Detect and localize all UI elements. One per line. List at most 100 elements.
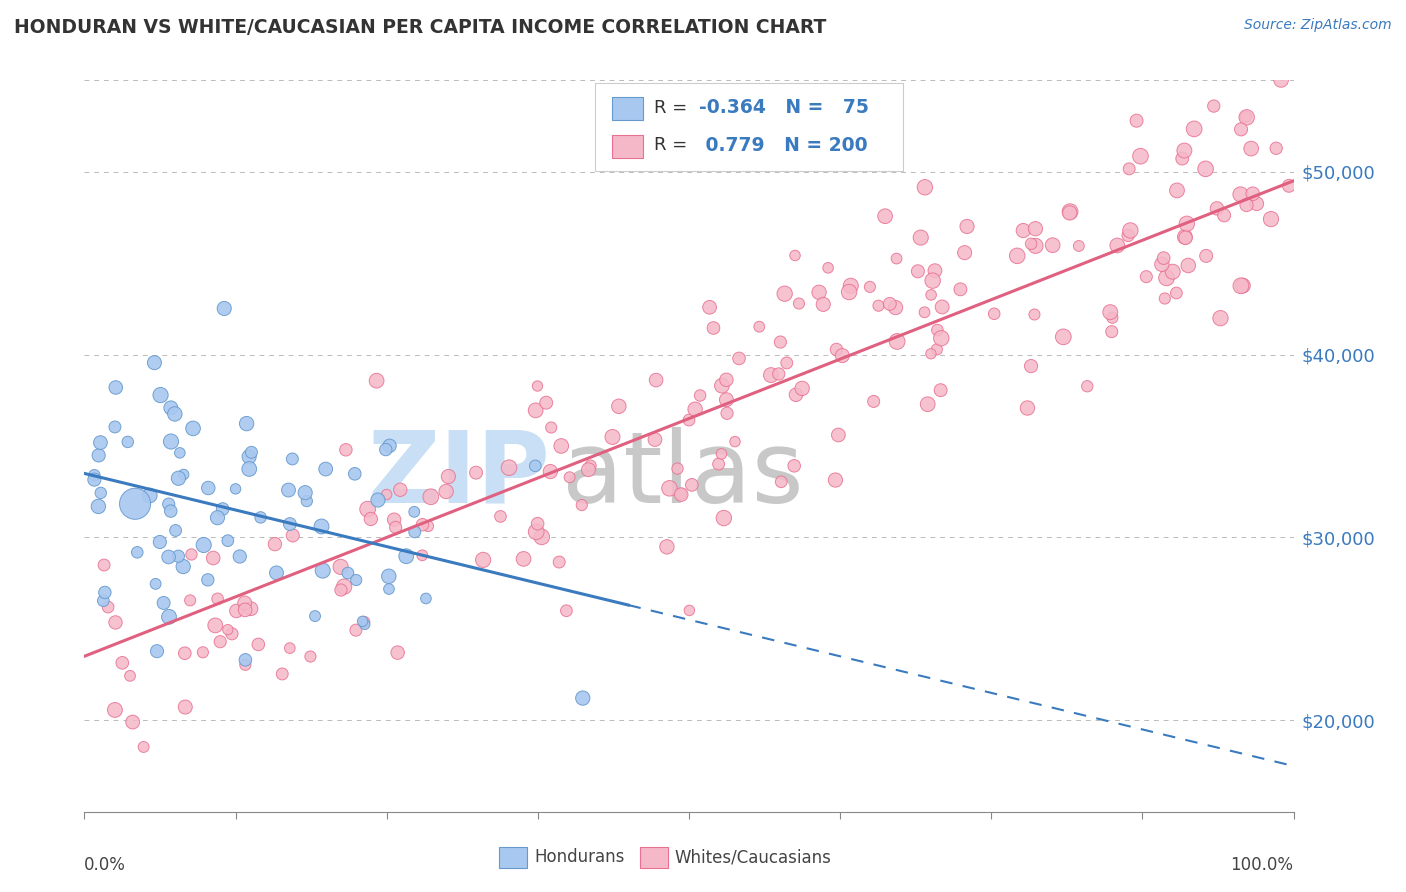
Point	[299, 649, 322, 664]
Text: 0.779   N = 200: 0.779 N = 200	[699, 136, 868, 155]
Text: Hondurans: Hondurans	[534, 848, 624, 866]
Point	[193, 538, 215, 552]
Point	[555, 604, 578, 618]
Point	[353, 615, 375, 629]
Point	[197, 481, 219, 495]
Point	[953, 245, 976, 260]
Point	[1076, 379, 1098, 393]
Point	[808, 285, 831, 300]
Text: ZIP: ZIP	[367, 426, 550, 524]
Point	[233, 596, 256, 610]
Point	[879, 297, 901, 311]
Point	[87, 449, 110, 463]
Point	[378, 439, 401, 453]
Point	[266, 566, 288, 580]
Point	[1019, 359, 1042, 373]
Point	[330, 582, 353, 597]
Point	[1019, 236, 1042, 251]
Point	[90, 486, 112, 500]
Point	[160, 434, 183, 449]
Point	[1005, 249, 1028, 263]
Point	[360, 512, 382, 526]
Point	[1206, 202, 1229, 216]
Point	[1230, 122, 1253, 136]
Point	[1135, 269, 1157, 284]
Point	[1129, 149, 1152, 163]
Point	[728, 351, 751, 366]
Point	[311, 519, 333, 533]
Point	[1270, 73, 1292, 87]
Point	[925, 343, 948, 357]
Point	[868, 299, 890, 313]
Text: 100.0%: 100.0%	[1230, 855, 1294, 873]
Point	[602, 430, 624, 444]
Point	[524, 403, 547, 417]
Point	[172, 559, 194, 574]
Point	[1118, 161, 1140, 176]
Point	[1194, 161, 1216, 176]
Point	[367, 493, 389, 508]
Point	[769, 334, 792, 349]
Point	[768, 367, 790, 381]
Point	[278, 641, 301, 656]
Point	[217, 533, 239, 548]
Point	[83, 468, 105, 483]
Point	[238, 450, 260, 464]
Point	[498, 460, 520, 475]
Point	[281, 452, 304, 467]
Point	[1017, 401, 1039, 415]
Point	[152, 596, 174, 610]
Point	[914, 180, 936, 194]
Point	[209, 634, 232, 648]
Point	[534, 395, 557, 409]
Point	[335, 442, 357, 457]
Point	[304, 609, 326, 624]
Point	[374, 442, 396, 457]
Point	[707, 457, 730, 471]
Point	[173, 467, 195, 482]
Point	[550, 439, 572, 453]
Point	[716, 406, 738, 420]
Point	[669, 487, 692, 501]
Point	[1177, 259, 1199, 273]
Point	[931, 300, 953, 314]
Point	[669, 487, 692, 501]
Point	[159, 504, 181, 518]
Point	[914, 305, 936, 319]
Text: HONDURAN VS WHITE/CAUCASIAN PER CAPITA INCOME CORRELATION CHART: HONDURAN VS WHITE/CAUCASIAN PER CAPITA I…	[14, 18, 827, 37]
Point	[343, 467, 366, 481]
Point	[344, 623, 367, 637]
Point	[825, 343, 848, 357]
Point	[1107, 238, 1129, 252]
Point	[678, 413, 700, 427]
Point	[1166, 285, 1188, 300]
Point	[920, 288, 942, 302]
Point	[315, 462, 337, 476]
Point	[862, 394, 884, 409]
Point	[264, 537, 287, 551]
Point	[813, 297, 835, 311]
Point	[1232, 278, 1254, 293]
Point	[1240, 142, 1263, 156]
Point	[1119, 223, 1142, 237]
Point	[89, 435, 111, 450]
Point	[207, 591, 229, 606]
Point	[924, 263, 946, 277]
Point	[404, 505, 426, 519]
Point	[173, 646, 195, 660]
Point	[472, 553, 495, 567]
Point	[886, 334, 908, 349]
Point	[207, 510, 229, 524]
Point	[127, 545, 149, 559]
Point	[1202, 99, 1225, 113]
Point	[1024, 308, 1046, 322]
Point	[579, 458, 602, 473]
Point	[217, 623, 239, 637]
Point	[578, 463, 600, 477]
Point	[411, 517, 433, 532]
Point	[1173, 144, 1195, 158]
Point	[389, 483, 412, 497]
Point	[91, 593, 114, 607]
Point	[366, 374, 388, 388]
Point	[645, 373, 668, 387]
